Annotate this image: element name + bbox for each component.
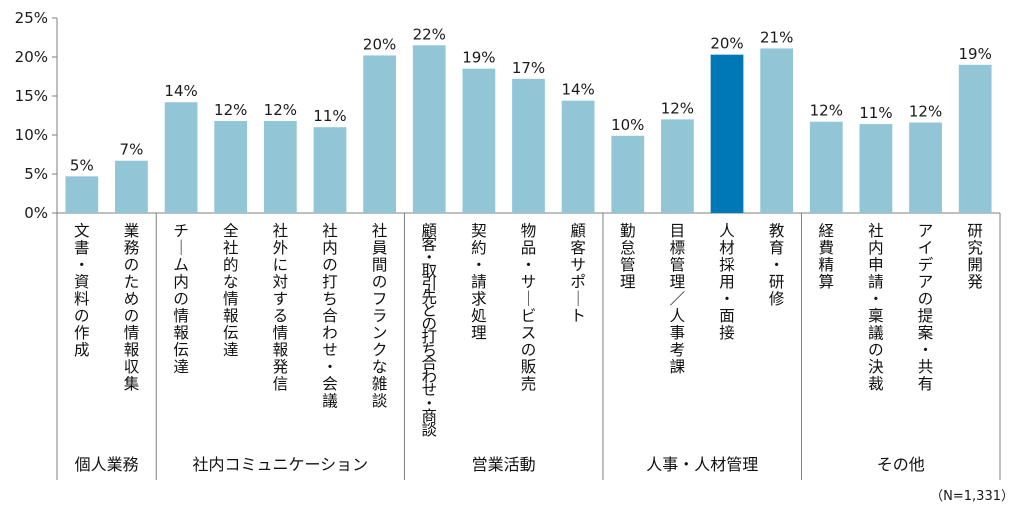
category-label-3: チ｜ム内の情報伝達 <box>173 222 189 376</box>
data-label-1: 5% <box>70 156 94 174</box>
bar-15 <box>760 48 794 213</box>
category-label-9: 契約・請求処理 <box>471 222 487 342</box>
data-label-12: 10% <box>611 116 644 134</box>
data-label-16: 12% <box>810 102 843 120</box>
category-label-8: 顧客・取引先との打ち合わせ・商談 <box>421 222 437 439</box>
data-label-4: 12% <box>214 101 247 119</box>
bar-10 <box>512 78 545 213</box>
category-label-18: アイデアの提案・共有 <box>918 222 934 393</box>
data-label-14: 20% <box>710 35 743 53</box>
bar-1 <box>65 176 99 213</box>
bar-18 <box>909 122 942 213</box>
data-label-19: 19% <box>959 45 992 63</box>
bar-12 <box>611 135 645 213</box>
category-label-14: 人材採用・面接 <box>719 222 735 342</box>
data-label-5: 12% <box>264 101 297 119</box>
category-label-2: 業務のための情報収集 <box>124 222 140 393</box>
bar-6 <box>313 127 347 213</box>
y-tick-label: 15% <box>15 87 48 105</box>
bar-17 <box>859 124 893 213</box>
data-label-11: 14% <box>561 81 594 99</box>
data-label-3: 14% <box>164 82 197 100</box>
category-label-12: 勤怠管理 <box>620 222 636 291</box>
category-label-1: 文書・資料の作成 <box>74 222 90 359</box>
bar-11 <box>561 100 595 213</box>
category-label-17: 社内申請・稟議の決裁 <box>868 222 884 393</box>
category-label-7: 社員間のフランクな雑談 <box>372 222 388 410</box>
group-label-2: 社内コミュニケーション <box>192 455 368 474</box>
bar-19 <box>958 64 992 213</box>
y-tick-label: 20% <box>15 48 48 66</box>
category-label-6: 社内の打ち合わせ・会議 <box>322 222 338 410</box>
group-label-3: 営業活動 <box>472 455 536 474</box>
data-label-7: 20% <box>363 35 396 53</box>
bar-14 <box>710 54 744 213</box>
y-tick-label: 0% <box>24 204 48 222</box>
data-label-6: 11% <box>313 107 346 125</box>
data-label-2: 7% <box>120 141 144 159</box>
data-label-18: 12% <box>909 103 942 121</box>
category-label-13: 目標管理／人事考課 <box>670 222 686 376</box>
group-label-1: 個人業務 <box>75 455 139 474</box>
group-label-4: 人事・人材管理 <box>646 455 758 474</box>
data-label-10: 17% <box>512 59 545 77</box>
category-label-19: 研究開発 <box>967 222 983 291</box>
y-tick-label: 25% <box>15 9 48 27</box>
bar-2 <box>115 160 148 213</box>
bar-4 <box>214 120 248 213</box>
bar-3 <box>164 102 198 213</box>
y-tick-label: 10% <box>15 126 48 144</box>
bar-8 <box>412 45 446 213</box>
data-label-15: 21% <box>760 28 793 46</box>
bar-7 <box>363 55 396 213</box>
category-label-10: 物品・サ｜ビスの販売 <box>521 222 537 393</box>
sample-size-note: （N=1,331） <box>930 489 1014 504</box>
bar-5 <box>263 120 297 213</box>
bar-9 <box>462 68 496 213</box>
category-label-15: 教育・研修 <box>769 222 785 308</box>
y-tick-label: 5% <box>24 165 48 183</box>
data-label-17: 11% <box>859 104 892 122</box>
bar-16 <box>809 121 843 213</box>
category-label-16: 経費精算 <box>819 222 835 291</box>
category-label-11: 顧客サポ｜ト <box>570 222 586 325</box>
group-label-5: その他 <box>877 455 925 474</box>
category-label-5: 社外に対する情報発信 <box>273 222 289 393</box>
data-label-9: 19% <box>462 49 495 67</box>
data-label-8: 22% <box>413 25 446 43</box>
bar-13 <box>661 119 694 213</box>
category-label-4: 全社的な情報伝達 <box>223 222 239 359</box>
data-label-13: 12% <box>661 99 694 117</box>
